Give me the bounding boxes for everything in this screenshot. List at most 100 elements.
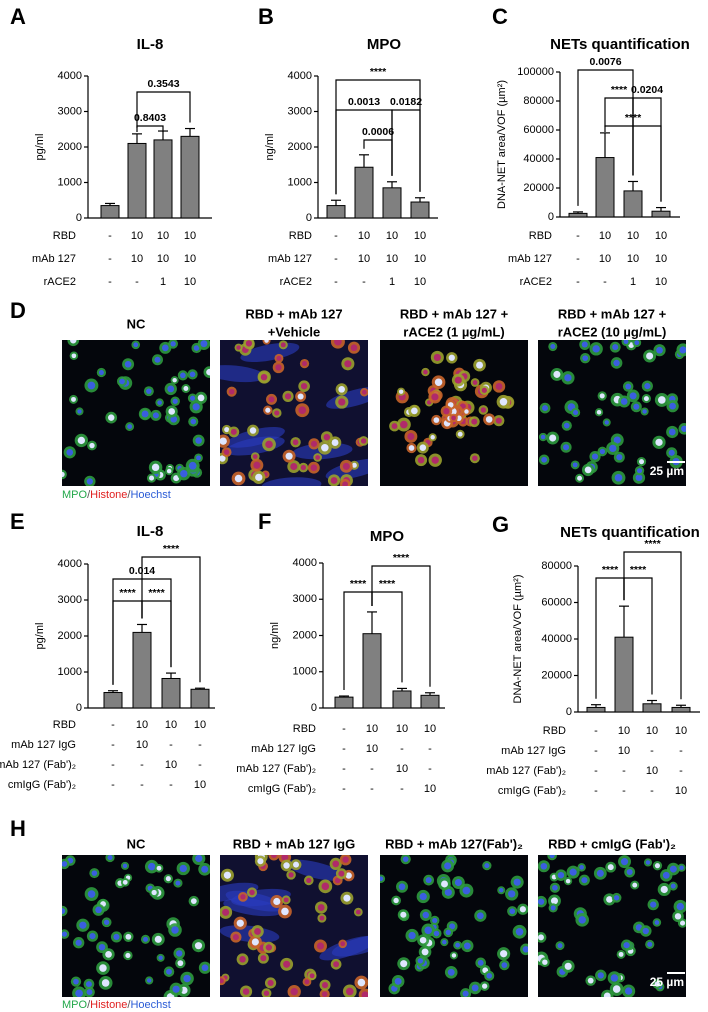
- nucleus: [674, 913, 682, 920]
- nucleus: [662, 871, 670, 879]
- comparison-bracket: [136, 125, 164, 132]
- bar: [651, 210, 671, 218]
- nucleus: [680, 920, 686, 926]
- y-tick-label: 3000: [293, 593, 317, 605]
- nucleus: [189, 371, 196, 378]
- y-tick-label: 80000: [541, 560, 572, 572]
- nucleus: [179, 864, 187, 873]
- condition-value: 10: [675, 725, 687, 737]
- nucleus: [564, 374, 572, 382]
- comparison-label: ****: [148, 587, 165, 599]
- nucleus: [508, 890, 516, 898]
- nucleus: [654, 981, 660, 987]
- image-title: NC: [127, 316, 146, 331]
- condition-name: rACE2: [280, 276, 312, 288]
- nucleus: [190, 898, 197, 905]
- nucleus: [177, 960, 184, 967]
- panel-letter: G: [492, 512, 509, 537]
- nucleus: [283, 897, 289, 903]
- condition-value: 10: [396, 763, 408, 775]
- condition-value: -: [622, 785, 626, 797]
- comparison-bracket: [371, 565, 431, 687]
- comparison-label: 0.0182: [390, 96, 422, 108]
- nucleus: [550, 905, 556, 911]
- nucleus: [133, 342, 139, 348]
- nucleus: [122, 863, 128, 869]
- condition-value: 10: [386, 230, 398, 242]
- nucleus: [549, 855, 555, 859]
- nucleus: [127, 424, 133, 429]
- nucleus: [620, 398, 628, 405]
- nucleus: [122, 879, 128, 885]
- nucleus: [454, 879, 462, 887]
- nucleus: [419, 892, 427, 901]
- legend-separator: /: [127, 999, 131, 1011]
- nucleus: [434, 378, 443, 386]
- condition-name: mAb 127: [268, 253, 312, 265]
- image-title: NC: [127, 836, 146, 851]
- nucleus: [424, 926, 432, 935]
- nucleus: [632, 882, 638, 888]
- nucleus: [141, 410, 149, 418]
- cells: [538, 855, 686, 997]
- nucleus: [172, 985, 180, 993]
- nucleus: [609, 444, 617, 453]
- y-tick-label: 2000: [293, 629, 317, 641]
- nucleus: [542, 405, 548, 411]
- nucleus: [146, 978, 152, 983]
- nucleus: [75, 939, 82, 946]
- nucleus: [197, 394, 205, 402]
- condition-value: 10: [165, 759, 177, 771]
- condition-value: 10: [366, 743, 378, 755]
- nucleus: [193, 345, 200, 351]
- nucleus: [166, 968, 172, 975]
- y-tick-label: 1000: [293, 666, 317, 678]
- legend-stain: Hoechst: [130, 999, 170, 1011]
- blue-streak: [286, 859, 346, 881]
- condition-value: 10: [358, 230, 370, 242]
- micrograph: [62, 855, 210, 997]
- nucleus: [519, 906, 527, 913]
- micrograph: [538, 855, 686, 997]
- y-tick-label: 3000: [58, 594, 82, 606]
- nucleus: [408, 931, 416, 940]
- y-tick-label: 20000: [541, 669, 572, 681]
- nucleus: [447, 968, 455, 976]
- cells: [389, 350, 515, 467]
- nucleus: [310, 464, 318, 471]
- nucleus: [192, 403, 200, 411]
- nucleus: [472, 380, 478, 385]
- nucleus: [633, 403, 640, 410]
- nucleus: [613, 436, 621, 444]
- nucleus: [462, 886, 471, 895]
- condition-value: 10: [184, 230, 196, 242]
- scale-label: 25 µm: [650, 464, 684, 478]
- nucleus: [419, 444, 427, 451]
- nucleus: [253, 461, 261, 469]
- nucleus: [623, 942, 630, 949]
- nucleus: [300, 464, 307, 471]
- blue-streak: [226, 427, 285, 448]
- nucleus: [338, 398, 346, 406]
- nucleus: [565, 878, 571, 884]
- condition-value: 1: [160, 276, 166, 288]
- chart-title: MPO: [370, 528, 405, 545]
- condition-value: 10: [414, 230, 426, 242]
- bar: [153, 139, 173, 219]
- y-tick-label: 4000: [293, 557, 317, 569]
- nucleus: [597, 972, 604, 979]
- nucleus: [98, 369, 104, 376]
- nucleus: [400, 911, 407, 918]
- nucleus: [71, 353, 77, 359]
- nucleus: [668, 449, 675, 456]
- nucleus: [79, 921, 87, 929]
- nucleus: [444, 862, 452, 870]
- nucleus: [481, 983, 488, 989]
- nucleus: [495, 383, 503, 390]
- nucleus: [183, 974, 191, 983]
- bar: [132, 631, 152, 709]
- nucleus: [495, 417, 502, 424]
- nucleus: [345, 987, 354, 996]
- nucleus: [550, 897, 559, 905]
- nucleus: [592, 345, 600, 353]
